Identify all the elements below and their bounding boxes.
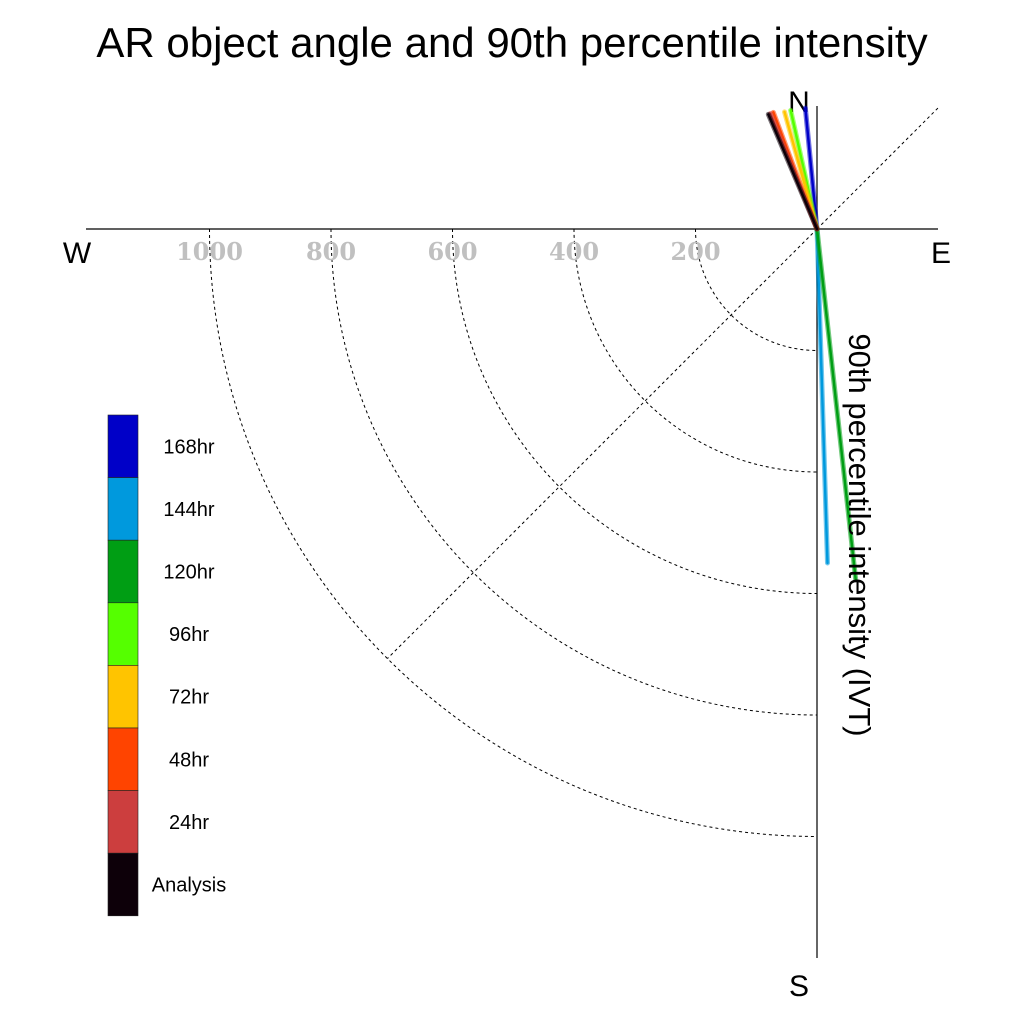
- grid-ring: [695, 228, 818, 351]
- vector-144hr: [814, 226, 830, 566]
- legend-swatch: [107, 414, 139, 478]
- legend-swatch: [107, 477, 139, 541]
- chart-title: AR object angle and 90th percentile inte…: [96, 19, 927, 66]
- vector-120hr: [814, 226, 859, 582]
- legend-swatch: [107, 727, 139, 791]
- compass-south: S: [789, 970, 809, 1003]
- grid-ring: [330, 228, 818, 716]
- radial-tick-label: 800: [306, 237, 356, 266]
- diagonal-guide-sw: [387, 228, 818, 659]
- legend-label: 48hr: [169, 749, 209, 771]
- vector-analysis: [765, 111, 820, 232]
- legend-swatch: [107, 790, 139, 854]
- radial-tick-label: 400: [549, 237, 599, 266]
- legend-swatch: [107, 539, 139, 604]
- legend: 168hr 144hr 120hr 96hr 72hr 48hr 24hr Analysis: [107, 414, 226, 917]
- grid-ring: [209, 228, 818, 837]
- legend-label: Analysis: [152, 875, 226, 897]
- radial-tick-label: 200: [670, 237, 720, 266]
- legend-label: 24hr: [169, 812, 209, 834]
- radial-tick-label: 1000: [176, 237, 243, 266]
- legend-label: 144hr: [163, 499, 214, 521]
- grid-ring: [452, 228, 818, 594]
- legend-swatch: [107, 852, 139, 917]
- legend-label: 72hr: [169, 687, 209, 709]
- legend-label: 168hr: [163, 436, 214, 458]
- legend-swatch: [107, 665, 139, 729]
- compass-west: W: [63, 237, 92, 270]
- legend-label: 96hr: [169, 624, 209, 646]
- radial-tick-labels: 200 400 600 800 1000: [176, 237, 720, 266]
- radial-tick-label: 600: [427, 237, 477, 266]
- diagonal-guide-ne: [816, 107, 939, 230]
- radial-axis-label: 90th percentile intensity (IVT): [842, 333, 877, 736]
- polar-grid: [209, 228, 818, 837]
- vector-series: [765, 105, 859, 582]
- legend-label: 120hr: [163, 562, 214, 584]
- grid-ring: [573, 228, 818, 473]
- compass-east: E: [931, 237, 951, 270]
- legend-swatch: [107, 602, 139, 666]
